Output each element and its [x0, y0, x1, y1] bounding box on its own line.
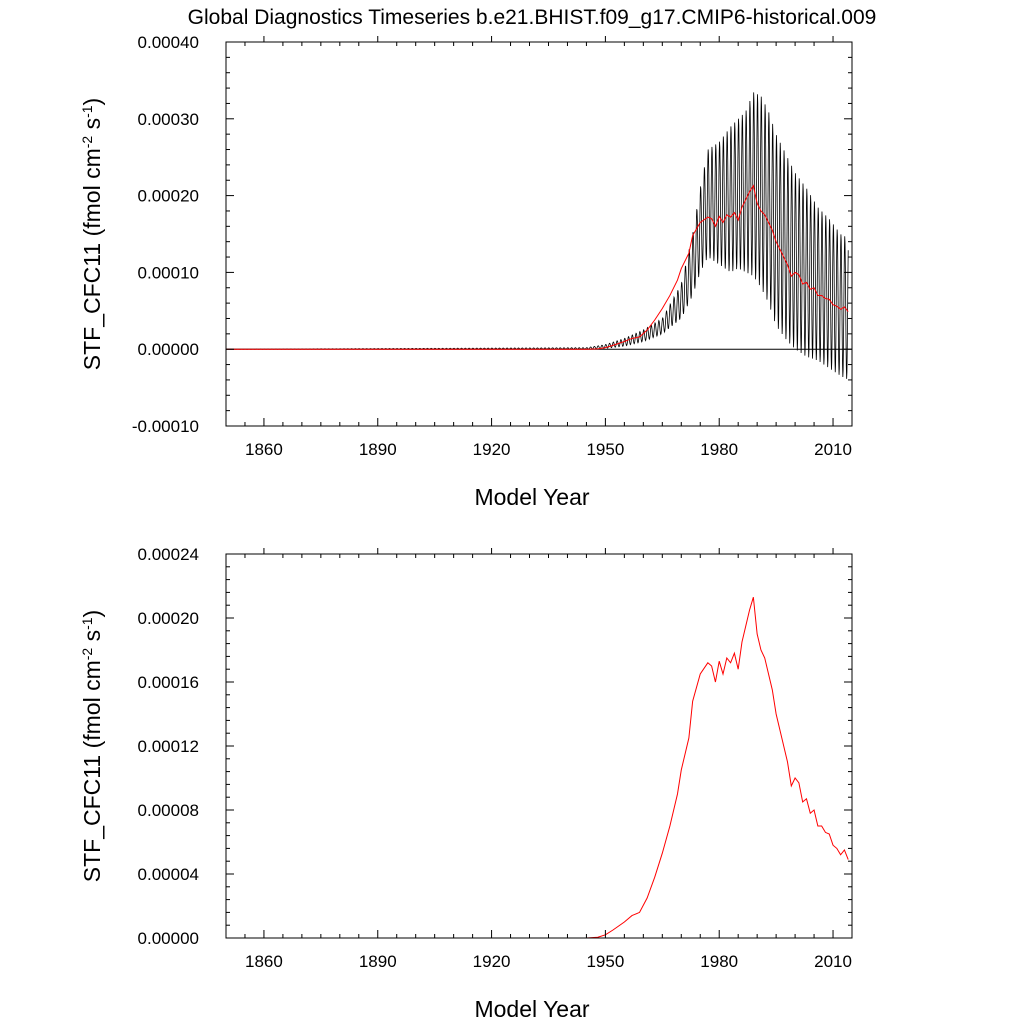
bottom-y-axis-title-mid: s — [79, 630, 105, 648]
bottom-y-axis-title-exp2: -1 — [79, 617, 95, 630]
bottom-y-tick-label: 0.00016 — [138, 673, 199, 692]
top-y-axis-title: STF_CFC11 (fmol cm-2 s-1) — [79, 98, 105, 370]
top-annual-mean-series-line — [226, 184, 849, 350]
bottom-x-tick-label: 1860 — [245, 952, 283, 971]
top-x-tick-label: 1980 — [700, 440, 738, 459]
bottom-y-axis-title-end: ) — [79, 610, 105, 618]
bottom-y-tick-label: 0.00012 — [138, 737, 199, 756]
figure-title: Global Diagnostics Timeseries b.e21.BHIS… — [188, 6, 877, 29]
bottom-y-tick-label: 0.00024 — [138, 545, 199, 564]
bottom-x-tick-label: 1950 — [586, 952, 624, 971]
bottom-y-axis-title-exp1: -2 — [79, 648, 95, 661]
bottom-y-tick-label: 0.00008 — [138, 801, 199, 820]
bottom-plot-data — [226, 597, 849, 939]
top-y-axis-title-mid: s — [79, 118, 105, 136]
top-axis-ticks: 1860 1890 1920 1950 1980 2010 -0.00010 0.00000 0… — [132, 33, 853, 459]
top-plot-data — [226, 92, 852, 379]
top-monthly-series-line — [226, 92, 849, 379]
top-y-tick-label: 0.00030 — [138, 110, 199, 129]
bottom-plot-frame — [225, 553, 853, 939]
top-y-tick-label: -0.00010 — [132, 417, 199, 436]
top-x-tick-label: 1890 — [359, 440, 397, 459]
top-plot-frame — [225, 41, 853, 427]
bottom-x-tick-label: 2010 — [814, 952, 852, 971]
top-x-tick-label: 1860 — [245, 440, 283, 459]
bottom-axis-ticks: 1860 1890 1920 1950 1980 2010 0.00000 0.00004 0.… — [138, 545, 853, 971]
bottom-x-axis-title: Model Year — [474, 996, 589, 1022]
top-y-tick-label: 0.00020 — [138, 187, 199, 206]
bottom-x-tick-label: 1920 — [473, 952, 511, 971]
bottom-x-tick-label: 1980 — [700, 952, 738, 971]
bottom-x-tick-label: 1890 — [359, 952, 397, 971]
top-x-tick-label: 2010 — [814, 440, 852, 459]
top-y-axis-title-exp1: -2 — [79, 136, 95, 149]
top-y-axis-title-end: ) — [79, 98, 105, 106]
bottom-y-tick-label: 0.00004 — [138, 865, 199, 884]
top-y-axis-title-exp2: -1 — [79, 105, 95, 118]
bottom-y-axis-title: STF_CFC11 (fmol cm-2 s-1) — [79, 610, 105, 882]
top-panel: 1860 1890 1920 1950 1980 2010 -0.00010 0.00000 0… — [79, 33, 853, 510]
bottom-y-tick-label: 0.00000 — [138, 929, 199, 948]
top-y-tick-label: 0.00010 — [138, 263, 199, 282]
top-x-tick-label: 1950 — [586, 440, 624, 459]
top-y-tick-label: 0.00000 — [138, 340, 199, 359]
top-y-tick-label: 0.00040 — [138, 33, 199, 52]
bottom-annual-mean-series-line — [226, 597, 849, 939]
bottom-y-tick-label: 0.00020 — [138, 609, 199, 628]
top-x-axis-title: Model Year — [474, 484, 589, 510]
top-x-tick-label: 1920 — [473, 440, 511, 459]
bottom-panel: 1860 1890 1920 1950 1980 2010 0.00000 0.00004 0.… — [79, 545, 853, 1022]
top-y-axis-title-main: STF_CFC11 (fmol cm — [79, 148, 105, 370]
bottom-y-axis-title-main: STF_CFC11 (fmol cm — [79, 660, 105, 882]
